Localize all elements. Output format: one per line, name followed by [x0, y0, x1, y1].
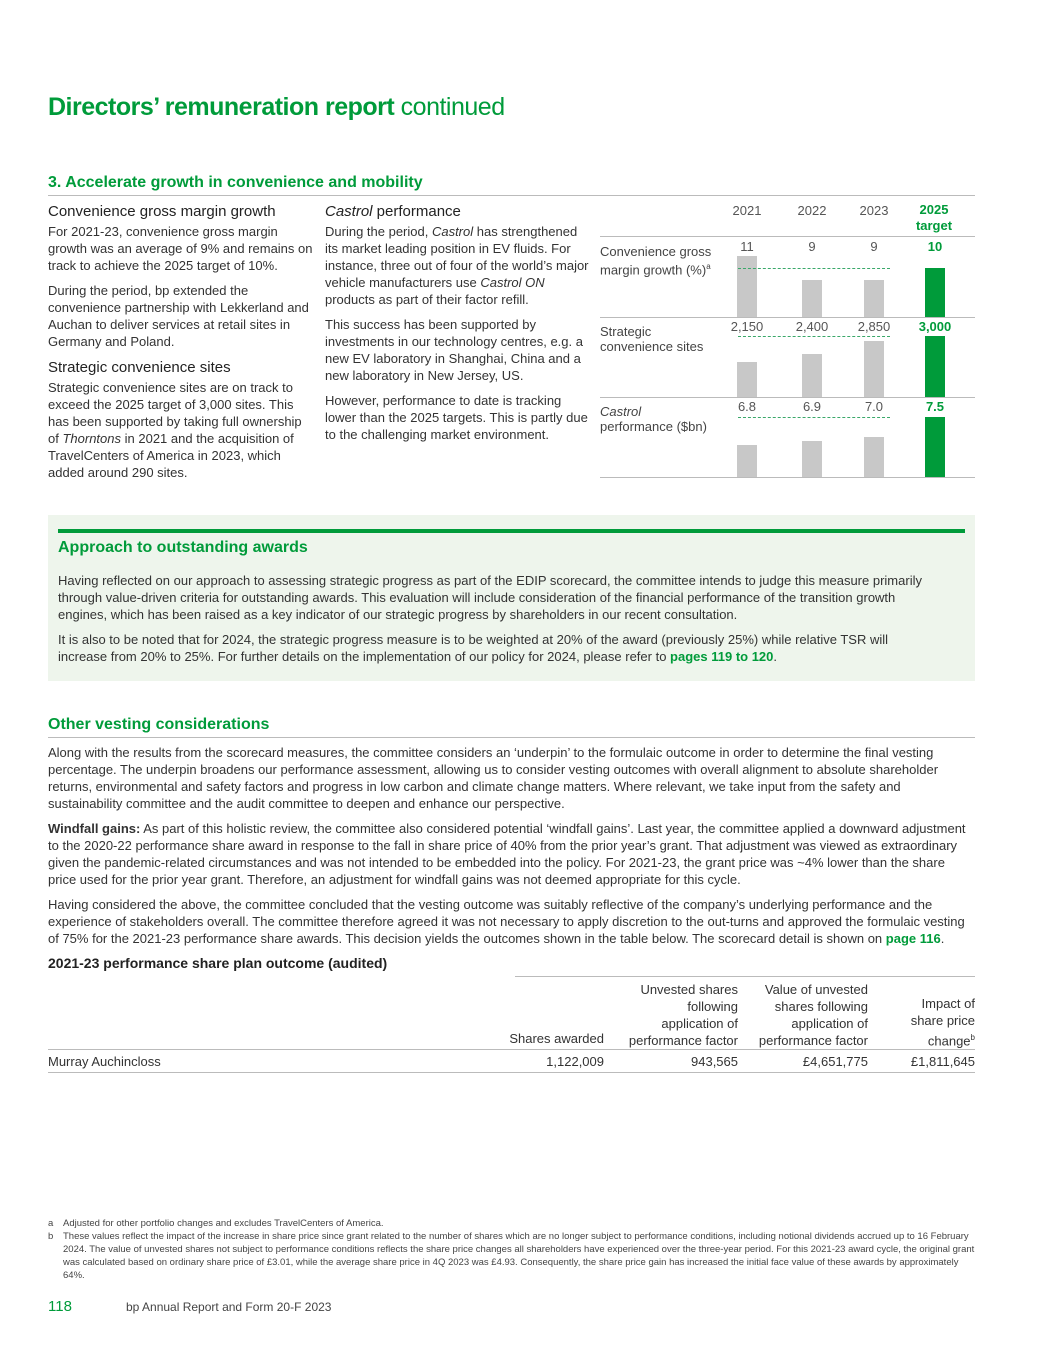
- actual-bar: [864, 340, 884, 397]
- section-title: 3. Accelerate growth in convenience and …: [48, 174, 423, 191]
- value-label: 2,150: [730, 319, 764, 334]
- pages-link[interactable]: pages 119 to 120: [670, 649, 774, 664]
- actual-bar: [737, 361, 757, 397]
- table-title: 2021-23 performance share plan outcome (…: [48, 955, 388, 971]
- divider: [515, 976, 975, 977]
- actual-bar: [802, 354, 822, 397]
- row-label: Strategic convenience sites: [600, 324, 704, 354]
- divider: [600, 397, 975, 398]
- footnotes: a Adjusted for other portfolio changes an…: [48, 1217, 978, 1282]
- table-row: Murray Auchincloss 1,122,009 943,565 £4,…: [48, 1050, 975, 1073]
- actual-bar: [864, 279, 884, 317]
- target-year-label: 2025 target: [915, 202, 953, 233]
- value-label: 6.9: [802, 399, 822, 414]
- year-label: 2023: [859, 203, 889, 218]
- target-line: [738, 267, 890, 269]
- value-label: 2,400: [795, 319, 829, 334]
- value-label: 10: [927, 239, 943, 254]
- actual-bar: [864, 437, 884, 477]
- vesting-title: Other vesting considerations: [48, 715, 975, 738]
- value-label: 2,850: [857, 319, 891, 334]
- footnote: b These values reflect the impact of the …: [48, 1231, 975, 1281]
- divider: [600, 317, 975, 318]
- page-number: 118: [48, 1298, 72, 1315]
- footer-doc-title: bp Annual Report and Form 20-F 2023: [126, 1300, 332, 1314]
- value-label: 9: [808, 239, 816, 254]
- row-label: Castrol performance ($bn): [600, 404, 707, 434]
- vesting-text: Along with the results from the scorecar…: [48, 745, 966, 946]
- row-label: Convenience gross margin growth (%)a: [600, 244, 712, 278]
- approach-box: Approach to outstanding awards Having re…: [48, 515, 975, 681]
- column-castrol: Castrol performance During the period, C…: [325, 203, 589, 442]
- value-label: 9: [870, 239, 878, 254]
- value-label: 6.8: [737, 399, 757, 414]
- footnote: a Adjusted for other portfolio changes an…: [48, 1218, 384, 1229]
- value-label: 11: [740, 239, 754, 254]
- actual-bar: [737, 445, 757, 477]
- target-line: [738, 417, 890, 418]
- divider: [48, 195, 975, 196]
- divider: [600, 477, 975, 478]
- target-bar: [925, 336, 945, 397]
- target-bar: [925, 267, 945, 317]
- actual-bar: [737, 255, 757, 317]
- divider: [600, 236, 975, 237]
- column-convenience: Convenience gross margin growth For 2021…: [48, 203, 313, 480]
- actual-bar: [802, 441, 822, 477]
- year-label: 2022: [797, 203, 827, 218]
- value-label: 3,000: [918, 319, 952, 334]
- value-label: 7.5: [925, 399, 945, 414]
- actual-bar: [802, 279, 822, 317]
- year-label: 2021: [732, 203, 762, 218]
- target-line: [738, 336, 890, 337]
- target-bar: [925, 417, 945, 477]
- page-116-link[interactable]: page 116: [885, 931, 941, 946]
- sites-paragraph: Strategic convenience sites are on track…: [48, 380, 302, 480]
- lower-section: Approach to outstanding awards Having re…: [48, 515, 975, 1073]
- value-label: 7.0: [864, 399, 884, 414]
- approach-title: Approach to outstanding awards: [58, 539, 308, 556]
- page-title: Directors’ remuneration report continued: [48, 93, 505, 121]
- outcome-table: Shares awarded Unvested shares following…: [48, 981, 975, 1073]
- performance-chart: 2021 2022 2023 2025 target Convenience gr…: [600, 197, 975, 479]
